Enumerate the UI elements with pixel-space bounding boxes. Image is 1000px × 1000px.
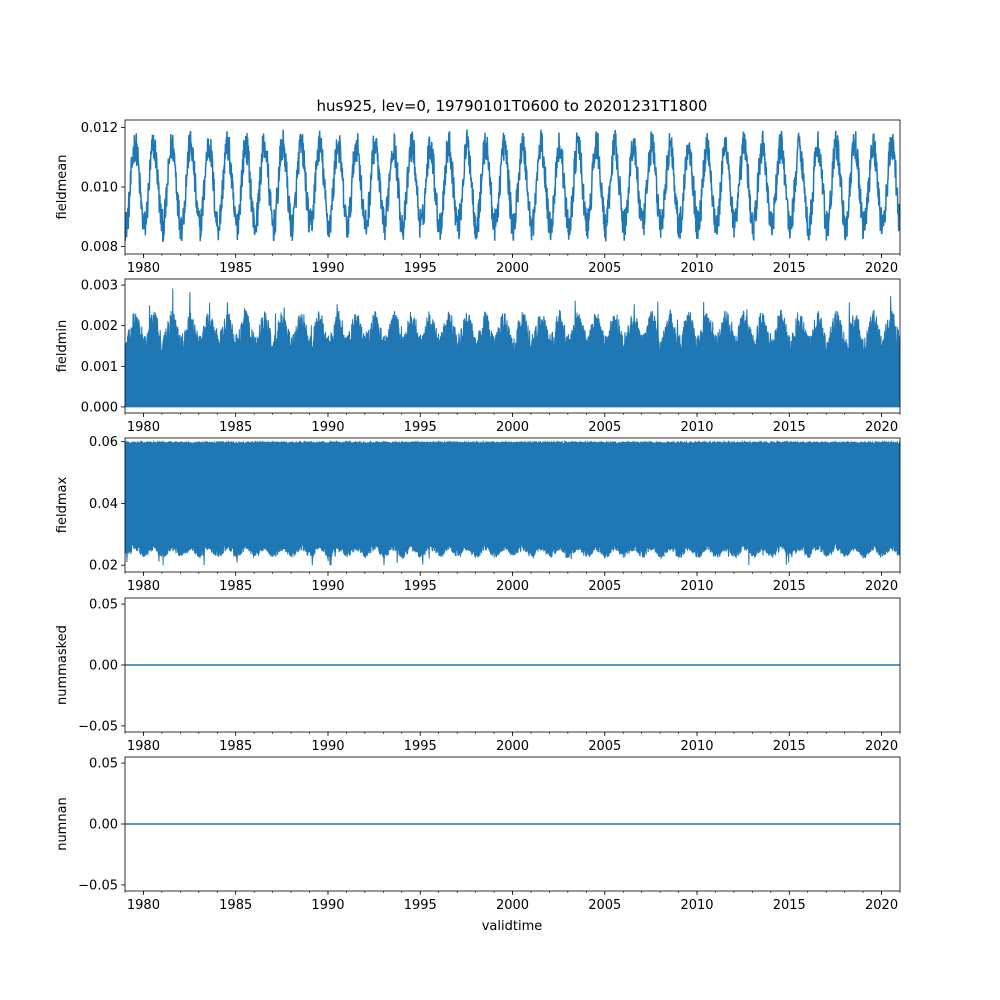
x-tick-label: 1985 [219, 579, 252, 594]
x-tick-label: 2010 [680, 739, 713, 754]
x-tick-label: 2000 [496, 261, 529, 276]
x-tick-label: 2000 [496, 420, 529, 435]
y-tick-label: −0.05 [78, 878, 118, 893]
y-tick-label: 0.02 [89, 559, 118, 574]
x-tick-label: 2010 [680, 420, 713, 435]
y-tick-label: 0.00 [89, 659, 118, 674]
x-tick-label: 1990 [311, 739, 344, 754]
x-tick-label: 1985 [219, 898, 252, 913]
x-tick-label: 1990 [311, 579, 344, 594]
x-tick-label: 2005 [588, 579, 621, 594]
x-tick-label: 2005 [588, 739, 621, 754]
x-tick-label: 2000 [496, 739, 529, 754]
y-tick-label: −0.05 [78, 719, 118, 734]
x-tick-label: 2010 [680, 898, 713, 913]
x-tick-label: 1980 [127, 420, 160, 435]
y-tick-label: 0.010 [81, 181, 118, 196]
panel-fieldmax: fieldmax 0.02 0.04 0.06 1980 1985 1990 1995 2000… [55, 435, 901, 594]
axes-frame [124, 756, 901, 892]
x-tick-label: 1980 [127, 579, 160, 594]
x-tick-label: 1980 [127, 898, 160, 913]
x-tick-label: 2010 [680, 579, 713, 594]
x-tick-label: 2015 [773, 739, 806, 754]
x-tick-label: 2010 [680, 261, 713, 276]
x-tick-label: 2000 [496, 898, 529, 913]
panels: fieldmean 0.008 0.010 0.012 1980 1985 1990 1995… [55, 119, 901, 913]
chart-title: hus925, lev=0, 19790101T0600 to 20201231… [317, 97, 708, 115]
x-tick-label: 2000 [496, 579, 529, 594]
x-tick-label: 2005 [588, 420, 621, 435]
x-tick-label: 1995 [404, 898, 437, 913]
x-tick-label: 1995 [404, 739, 437, 754]
y-tick-label: 0.00 [89, 818, 118, 833]
x-tick-label: 1985 [219, 739, 252, 754]
panel-numnan: numnan 0.05 0.00 −0.05 1980 1985 1990 1995 2000 2… [55, 756, 901, 913]
y-tick-label: 0.002 [81, 319, 118, 334]
series-line [125, 129, 900, 242]
x-tick-label: 2020 [865, 579, 898, 594]
x-tick-label: 1990 [311, 420, 344, 435]
x-tick-label: 1980 [127, 261, 160, 276]
y-axis-label: fieldmin [55, 320, 70, 373]
x-tick-label: 2020 [865, 739, 898, 754]
y-tick-label: 0.04 [89, 497, 118, 512]
y-axis-label: nummasked [55, 625, 70, 705]
x-tick-label: 2005 [588, 898, 621, 913]
axes-frame [124, 437, 901, 573]
panel-fieldmean: fieldmean 0.008 0.010 0.012 1980 1985 1990 1995… [55, 119, 901, 276]
y-tick-label: 0.05 [89, 757, 118, 772]
y-tick-label: 0.06 [89, 435, 118, 450]
y-tick-label: 0.000 [81, 400, 118, 415]
x-tick-label: 2015 [773, 261, 806, 276]
y-axis-label: fieldmean [55, 155, 70, 220]
y-tick-label: 0.001 [81, 360, 118, 375]
x-tick-label: 2015 [773, 898, 806, 913]
y-axis-label: numnan [55, 797, 70, 851]
y-tick-label: 0.003 [81, 279, 118, 294]
x-tick-label: 1995 [404, 420, 437, 435]
x-tick-label: 1995 [404, 261, 437, 276]
y-tick-label: 0.012 [81, 121, 118, 136]
x-axis-label: validtime [482, 919, 543, 934]
x-tick-label: 2020 [865, 898, 898, 913]
panel-fieldmin: fieldmin 0.000 0.001 0.002 0.003 1980 1985 1990… [55, 278, 901, 435]
axes-frame [124, 119, 901, 255]
series-band [125, 288, 900, 408]
axes-frame [124, 278, 901, 414]
series-band [125, 439, 900, 566]
x-tick-label: 1980 [127, 739, 160, 754]
x-tick-label: 2015 [773, 579, 806, 594]
x-tick-label: 1990 [311, 261, 344, 276]
x-tick-label: 2015 [773, 420, 806, 435]
x-tick-label: 2020 [865, 420, 898, 435]
axes-frame [124, 597, 901, 733]
x-tick-label: 2020 [865, 261, 898, 276]
y-tick-label: 0.008 [81, 240, 118, 255]
x-tick-label: 1985 [219, 420, 252, 435]
y-tick-label: 0.05 [89, 598, 118, 613]
y-axis-label: fieldmax [55, 477, 70, 534]
x-tick-label: 1990 [311, 898, 344, 913]
x-tick-label: 2005 [588, 261, 621, 276]
panel-nummasked: nummasked 0.05 0.00 −0.05 1980 1985 1990 1995 20… [55, 597, 901, 754]
x-tick-label: 1995 [404, 579, 437, 594]
x-tick-label: 1985 [219, 261, 252, 276]
